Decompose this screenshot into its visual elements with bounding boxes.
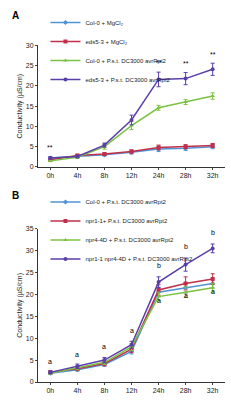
svg-text:eds5-3 + P.s.t. DC3000 avrRpt2: eds5-3 + P.s.t. DC3000 avrRpt2 xyxy=(85,77,170,83)
svg-text:8h: 8h xyxy=(101,387,109,394)
svg-text:Col-0 + MgCl₂: Col-0 + MgCl₂ xyxy=(85,20,123,26)
svg-text:8h: 8h xyxy=(101,172,109,179)
svg-text:12h: 12h xyxy=(126,387,138,394)
svg-text:**: ** xyxy=(183,60,189,67)
svg-text:10: 10 xyxy=(26,123,34,130)
svg-text:0h: 0h xyxy=(46,387,54,394)
svg-text:b: b xyxy=(184,243,188,250)
svg-text:12h: 12h xyxy=(126,172,138,179)
svg-text:25: 25 xyxy=(26,62,34,69)
svg-text:30: 30 xyxy=(26,247,34,254)
svg-text:35: 35 xyxy=(26,225,34,232)
svg-text:a: a xyxy=(75,351,79,358)
svg-text:32h: 32h xyxy=(207,172,219,179)
svg-text:Conductivity (µS/cm): Conductivity (µS/cm) xyxy=(16,273,24,338)
svg-text:32h: 32h xyxy=(207,387,219,394)
svg-text:20: 20 xyxy=(26,291,34,298)
svg-text:Conductivity (µS/cm): Conductivity (µS/cm) xyxy=(16,74,24,139)
svg-text:28h: 28h xyxy=(180,387,192,394)
svg-text:A: A xyxy=(12,10,19,21)
svg-text:a: a xyxy=(130,327,134,334)
svg-text:a: a xyxy=(102,343,106,350)
svg-text:b: b xyxy=(157,262,161,269)
svg-text:a: a xyxy=(157,297,161,304)
svg-text:25: 25 xyxy=(26,269,34,276)
svg-text:npr1-1 npr4-4D + P.s.t. DC3000: npr1-1 npr4-4D + P.s.t. DC3000 avrRpt2 xyxy=(85,256,192,262)
svg-text:b: b xyxy=(211,229,215,236)
svg-text:15: 15 xyxy=(26,313,34,320)
svg-text:5: 5 xyxy=(30,143,34,150)
svg-text:24h: 24h xyxy=(153,172,165,179)
svg-text:npr1-1+ P.s.t. DC3000 avrRpt2: npr1-1+ P.s.t. DC3000 avrRpt2 xyxy=(85,218,167,224)
svg-text:Col-0 + P.s.t. DC3000 avrRpt2: Col-0 + P.s.t. DC3000 avrRpt2 xyxy=(85,58,166,64)
svg-text:4h: 4h xyxy=(74,172,82,179)
svg-text:20: 20 xyxy=(26,82,34,89)
svg-text:15: 15 xyxy=(26,103,34,110)
svg-text:0: 0 xyxy=(30,163,34,170)
svg-text:4h: 4h xyxy=(74,387,82,394)
svg-text:**: ** xyxy=(210,51,216,58)
svg-text:28h: 28h xyxy=(180,172,192,179)
svg-text:**: ** xyxy=(156,59,162,66)
svg-text:a: a xyxy=(184,292,188,299)
svg-text:24h: 24h xyxy=(153,387,165,394)
svg-text:eds5-3 + MgCl₂: eds5-3 + MgCl₂ xyxy=(85,39,127,45)
svg-text:5: 5 xyxy=(30,357,34,364)
svg-text:Col-0 + P.s.t. DC3000 avrRpt2: Col-0 + P.s.t. DC3000 avrRpt2 xyxy=(85,199,166,205)
svg-text:0h: 0h xyxy=(46,172,54,179)
svg-text:0: 0 xyxy=(30,378,34,385)
svg-text:10: 10 xyxy=(26,335,34,342)
svg-text:30: 30 xyxy=(26,42,34,49)
svg-text:a: a xyxy=(48,358,52,365)
svg-text:**: ** xyxy=(47,144,53,151)
svg-text:a: a xyxy=(211,288,215,295)
svg-text:B: B xyxy=(12,190,19,201)
svg-text:npr4-4D + P.s.t. DC3000 avrRpt: npr4-4D + P.s.t. DC3000 avrRpt2 xyxy=(85,237,173,243)
